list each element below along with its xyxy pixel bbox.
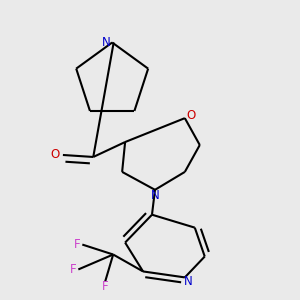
Text: N: N bbox=[151, 189, 160, 202]
Text: O: O bbox=[187, 109, 196, 122]
Text: F: F bbox=[74, 238, 80, 251]
Text: F: F bbox=[102, 280, 109, 293]
Text: N: N bbox=[183, 275, 192, 288]
Text: O: O bbox=[51, 148, 60, 161]
Text: N: N bbox=[102, 36, 111, 49]
Text: F: F bbox=[70, 263, 76, 276]
